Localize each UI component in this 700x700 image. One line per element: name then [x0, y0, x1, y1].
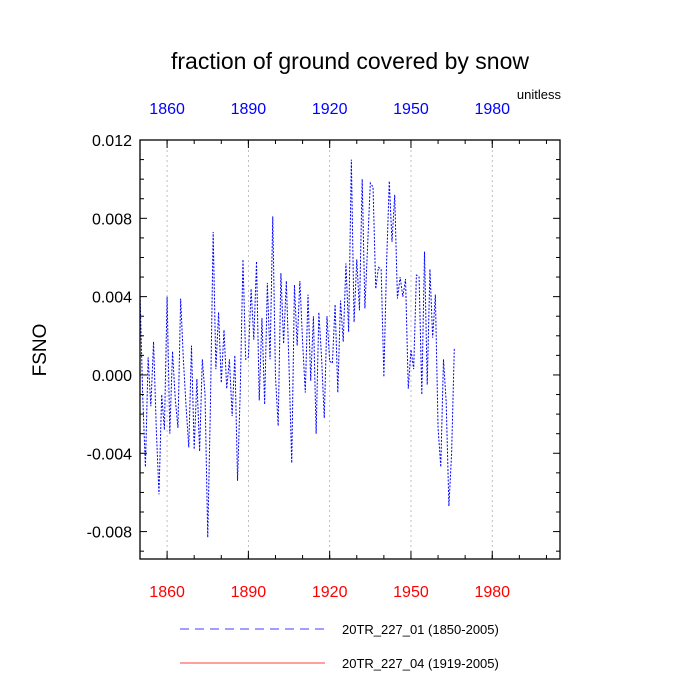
labels-layer: 0.012 0.008 0.004 0.000 -0.004 -0.008 1860 1860…	[87, 101, 511, 601]
legend-label-series-2: 20TR_227_04 (1919-2005)	[342, 656, 499, 671]
x-tick-label-top: 1920	[312, 101, 348, 118]
legend: 20TR_227_01 (1850-2005) 20TR_227_04 (191…	[180, 622, 499, 671]
grid-layer	[166, 140, 493, 559]
y-tick-label: 0.004	[92, 290, 132, 307]
y-tick-label: 0.008	[92, 211, 132, 228]
y-tick-label: 0.012	[92, 133, 132, 150]
x-tick-label-bottom: 1980	[474, 584, 510, 601]
x-tick-label-bottom: 1920	[312, 584, 348, 601]
x-tick-label-bottom: 1890	[231, 584, 267, 601]
x-tick-label-top: 1860	[149, 101, 185, 118]
y-tick-label: -0.004	[87, 446, 132, 463]
legend-label-series-1: 20TR_227_01 (1850-2005)	[342, 622, 499, 637]
x-tick-label-top: 1950	[393, 101, 429, 118]
x-tick-label-bottom: 1950	[393, 584, 429, 601]
chart-title: fraction of ground covered by snow	[171, 48, 529, 74]
y-tick-label: -0.008	[87, 525, 132, 542]
x-tick-label-top: 1980	[474, 101, 510, 118]
axes-layer	[139, 139, 561, 560]
series-layer	[139, 159, 455, 538]
plot-frame	[139, 139, 561, 560]
units-label: unitless	[517, 87, 562, 102]
x-tick-label-bottom: 1860	[149, 584, 185, 601]
y-tick-label: 0.000	[92, 368, 132, 385]
series-line-1	[139, 159, 455, 538]
y-axis-label: FSNO	[30, 324, 51, 377]
x-tick-label-top: 1890	[231, 101, 267, 118]
